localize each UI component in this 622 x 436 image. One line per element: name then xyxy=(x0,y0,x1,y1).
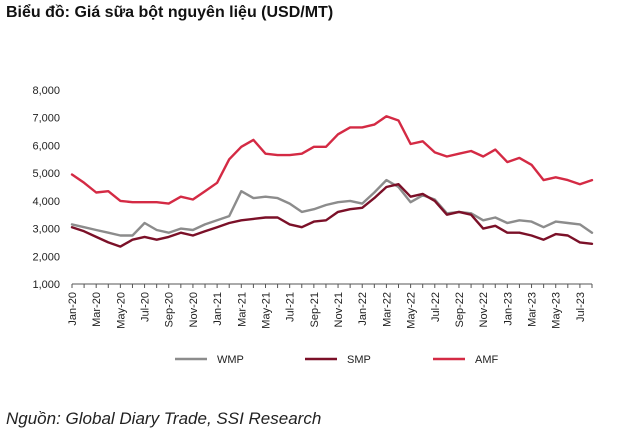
y-tick-label: 1,000 xyxy=(32,279,60,291)
x-tick-label: Mar-20 xyxy=(91,292,103,327)
legend: WMP SMP AMF xyxy=(175,354,499,366)
x-tick-label: May-23 xyxy=(551,292,563,329)
x-tick-label: May-21 xyxy=(260,292,272,329)
x-tick-label: May-20 xyxy=(115,292,127,329)
x-tick-label: Sep-21 xyxy=(309,292,321,327)
series-line-wmp xyxy=(70,178,594,237)
series-line-amf xyxy=(70,115,594,205)
x-tick-label: Sep-22 xyxy=(454,292,466,327)
x-tick-label: Jan-22 xyxy=(357,292,369,326)
y-tick-label: 3,000 xyxy=(32,224,60,236)
y-tick-label: 4,000 xyxy=(32,196,60,208)
x-tick-label: Jul-23 xyxy=(575,292,587,322)
y-tick-label: 7,000 xyxy=(32,113,60,125)
x-tick-label: Jan-21 xyxy=(212,292,224,326)
chart-title: Biểu đồ: Giá sữa bột nguyên liệu (USD/MT… xyxy=(6,4,334,21)
series-layer xyxy=(70,115,594,248)
x-tick-label: Nov-22 xyxy=(478,292,490,327)
source-note: Nguồn: Global Diary Trade, SSI Research xyxy=(6,409,322,428)
y-tick-label: 6,000 xyxy=(32,140,60,152)
series-line-smp xyxy=(70,182,594,248)
x-axis: Jan-20 Mar-20 May-20 Jul-20 Sep-20 Nov-20 Jan-… xyxy=(67,283,593,329)
x-tick-label: Sep-20 xyxy=(164,292,176,327)
y-tick-label: 5,000 xyxy=(32,168,60,180)
legend-item-wmp: WMP xyxy=(175,354,244,366)
x-tick-label: May-22 xyxy=(406,292,418,329)
y-axis: 1,000 2,000 3,000 4,000 5,000 6,000 7,000 8,000 xyxy=(32,85,60,291)
x-tick-label: Nov-20 xyxy=(188,292,200,327)
x-tick-label: Mar-22 xyxy=(381,292,393,327)
legend-item-smp: SMP xyxy=(305,354,371,366)
milk-powder-price-chart: 1,000 2,000 3,000 4,000 5,000 6,000 7,000 8,000… xyxy=(32,85,594,366)
x-tick-label: Mar-23 xyxy=(527,292,539,327)
x-tick-label: Jul-20 xyxy=(140,292,152,322)
y-tick-label: 2,000 xyxy=(32,251,60,263)
legend-item-amf: AMF xyxy=(433,354,499,366)
legend-label: AMF xyxy=(475,354,499,366)
x-tick-label: Jul-22 xyxy=(430,292,442,322)
legend-label: SMP xyxy=(347,354,371,366)
y-tick-label: 8,000 xyxy=(32,85,60,97)
x-tick-label: Mar-21 xyxy=(236,292,248,327)
x-tick-label: Nov-21 xyxy=(333,292,345,327)
legend-label: WMP xyxy=(217,354,244,366)
x-tick-label: Jan-23 xyxy=(502,292,514,326)
x-tick-label: Jul-21 xyxy=(285,292,297,322)
x-tick-label: Jan-20 xyxy=(67,292,79,326)
